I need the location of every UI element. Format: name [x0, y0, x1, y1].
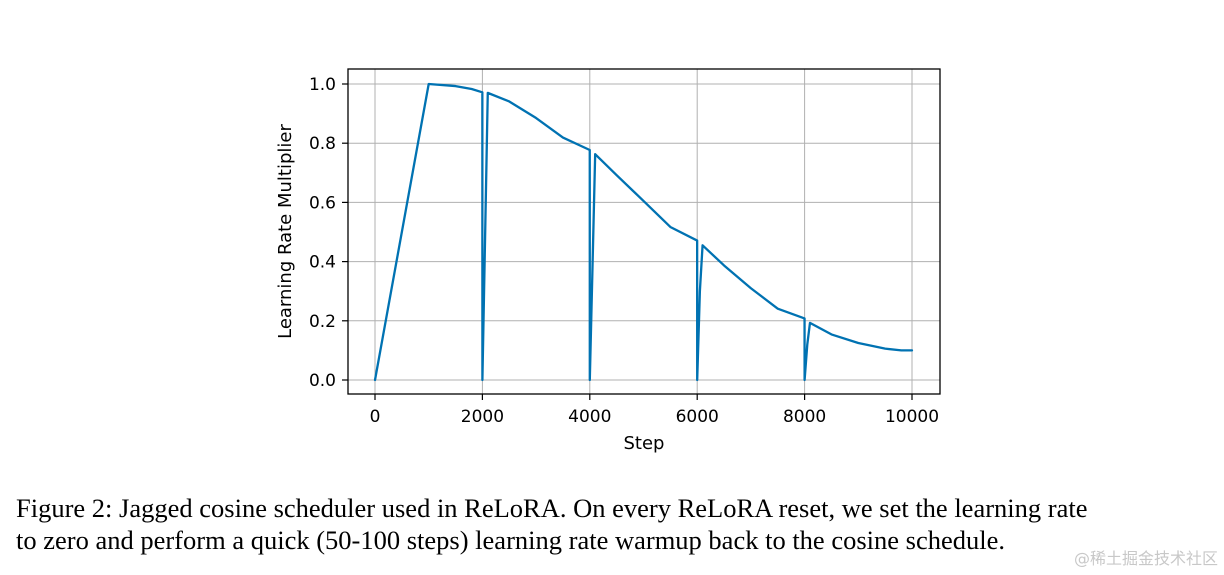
- plot-frame: [347, 68, 941, 395]
- watermark: @稀土掘金技术社区: [1073, 549, 1218, 568]
- x-axis-ticks: 0 2000 4000 6000 8000 10000: [370, 394, 939, 427]
- learning-rate-chart: 0 2000 4000 6000 8000 10000 0.0 0.2 0.4 0.6 0.8 1.…: [275, 68, 941, 454]
- caption-line-1: Figure 2: Jagged cosine scheduler used i…: [16, 493, 1088, 523]
- y-tick-label: 0.4: [309, 253, 336, 273]
- series-layer: [373, 82, 914, 382]
- y-tick-label: 1.0: [309, 75, 336, 95]
- x-tick-label: 10000: [885, 407, 939, 427]
- x-tick-label: 0: [370, 407, 381, 427]
- x-axis-label: Step: [624, 433, 665, 454]
- y-tick-label: 0.8: [309, 134, 336, 154]
- x-tick-label: 2000: [461, 407, 504, 427]
- x-tick-label: 4000: [568, 407, 611, 427]
- y-tick-label: 0.2: [309, 312, 336, 332]
- caption-line-2: to zero and perform a quick (50-100 step…: [16, 525, 1005, 555]
- y-tick-label: 0.0: [309, 371, 336, 391]
- figure-caption: Figure 2: Jagged cosine scheduler used i…: [16, 492, 1216, 556]
- grid-lines: [348, 69, 940, 394]
- y-axis-label: Learning Rate Multiplier: [275, 124, 296, 339]
- y-tick-label: 0.6: [309, 193, 336, 213]
- x-tick-label: 8000: [783, 407, 826, 427]
- x-tick-label: 6000: [676, 407, 719, 427]
- lr-series-line: [373, 82, 914, 382]
- y-axis-ticks: 0.0 0.2 0.4 0.6 0.8 1.0: [309, 75, 348, 391]
